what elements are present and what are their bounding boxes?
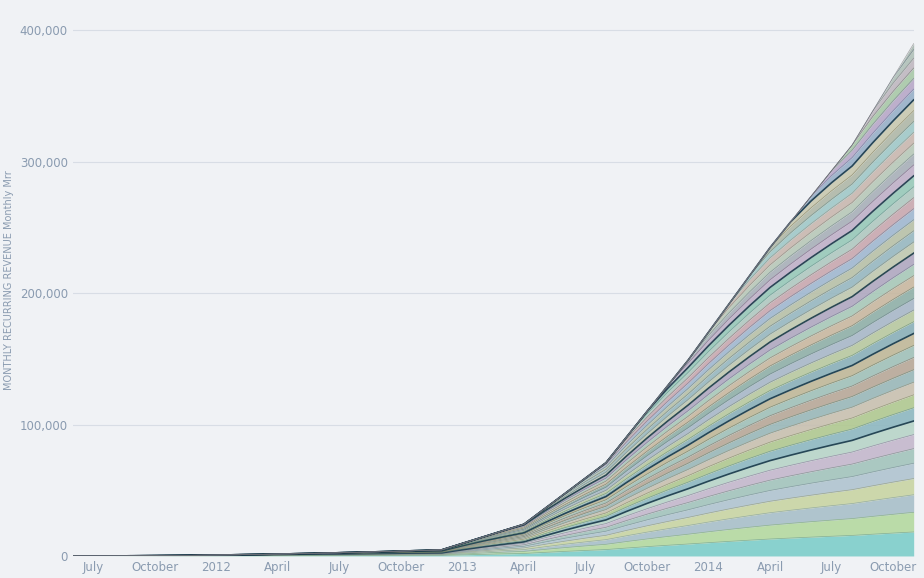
Y-axis label: MONTHLY RECURRING REVENUE Monthly Mrr: MONTHLY RECURRING REVENUE Monthly Mrr xyxy=(5,170,14,390)
